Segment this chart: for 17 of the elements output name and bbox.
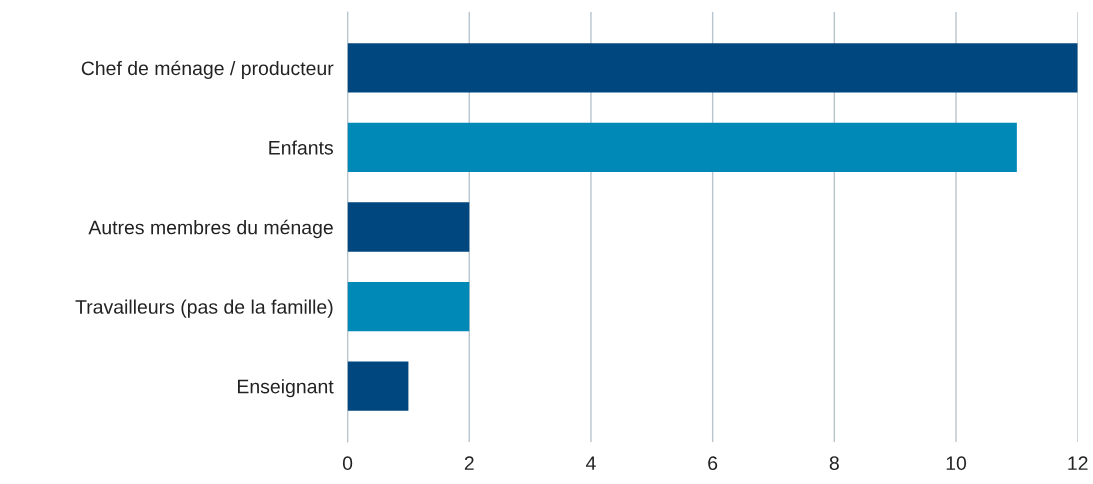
y-tick-label: Enfants bbox=[269, 140, 333, 155]
y-tick-label: Travailleurs (pas de la famille) bbox=[75, 299, 333, 318]
y-tick-label: Enseignant bbox=[237, 379, 334, 398]
x-tick-label: 0 bbox=[342, 456, 353, 471]
x-tick-label: 10 bbox=[946, 456, 967, 471]
bar bbox=[347, 122, 1017, 173]
bar bbox=[347, 281, 470, 332]
y-tick-label: Chef de ménage / producteur bbox=[81, 60, 334, 80]
x-tick-label: 8 bbox=[829, 456, 839, 471]
bar bbox=[347, 43, 1078, 93]
x-tick-label: 2 bbox=[464, 456, 474, 470]
x-tick-label: 4 bbox=[585, 456, 596, 470]
bar bbox=[347, 361, 409, 411]
x-tick-label: 12 bbox=[1068, 456, 1088, 470]
bar bbox=[347, 202, 470, 252]
x-tick-label: 6 bbox=[708, 456, 718, 471]
y-tick-label: Autres membres du ménage bbox=[88, 219, 333, 239]
